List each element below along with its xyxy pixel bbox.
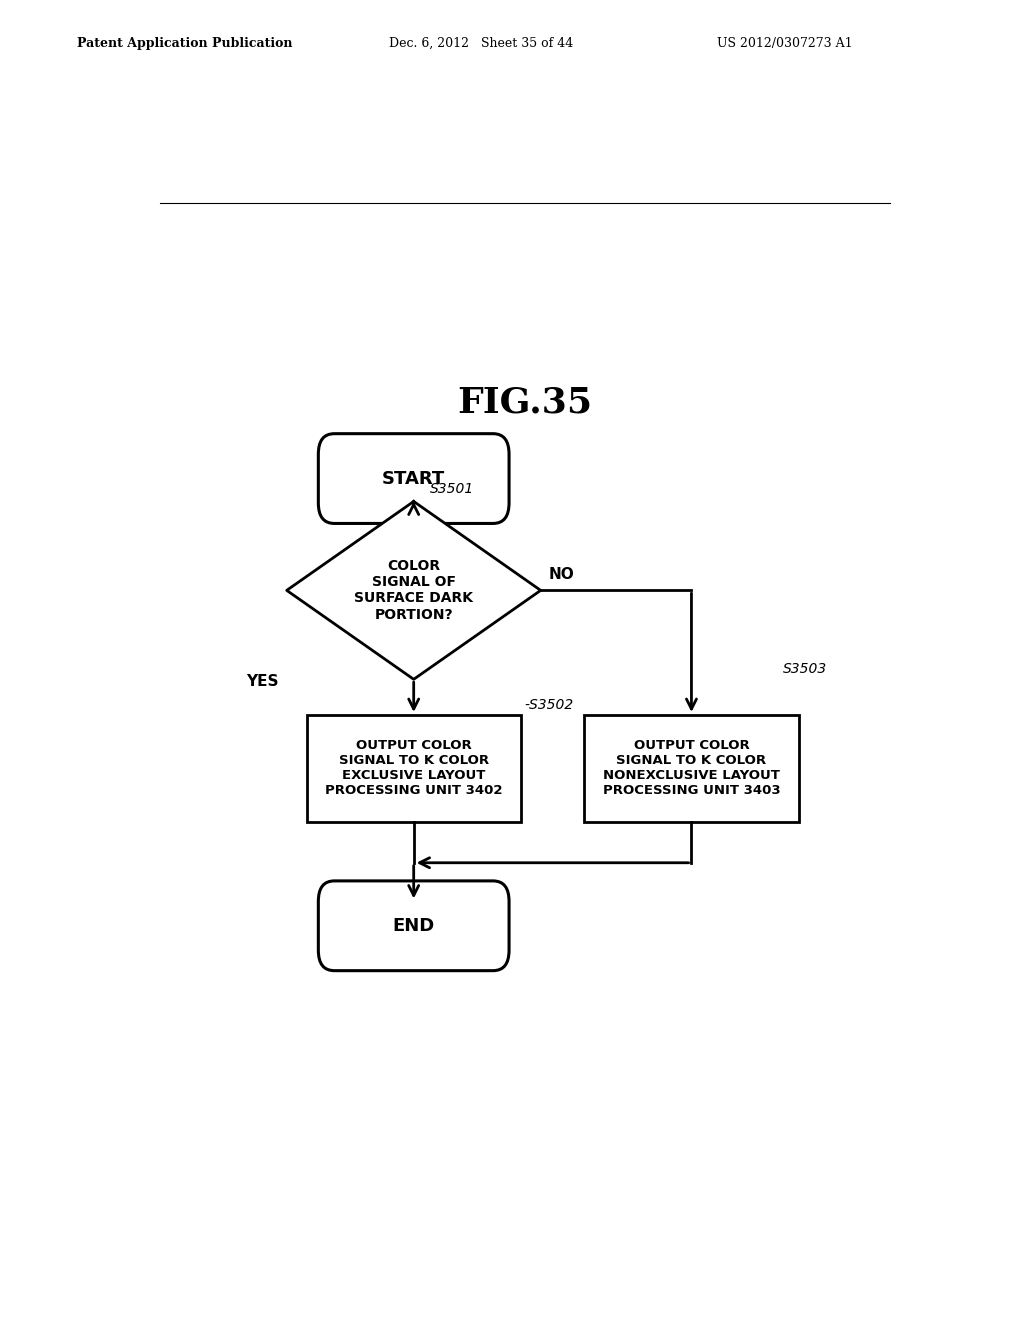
Text: -S3502: -S3502 (524, 698, 574, 711)
Text: Patent Application Publication: Patent Application Publication (77, 37, 292, 50)
Text: YES: YES (247, 675, 279, 689)
Polygon shape (287, 502, 541, 680)
FancyBboxPatch shape (318, 880, 509, 970)
Bar (585, 715, 799, 821)
FancyBboxPatch shape (318, 434, 509, 524)
Text: START: START (382, 470, 445, 487)
Text: OUTPUT COLOR
SIGNAL TO K COLOR
NONEXCLUSIVE LAYOUT
PROCESSING UNIT 3403: OUTPUT COLOR SIGNAL TO K COLOR NONEXCLUS… (603, 739, 780, 797)
Text: OUTPUT COLOR
SIGNAL TO K COLOR
EXCLUSIVE LAYOUT
PROCESSING UNIT 3402: OUTPUT COLOR SIGNAL TO K COLOR EXCLUSIVE… (325, 739, 503, 797)
Text: US 2012/0307273 A1: US 2012/0307273 A1 (717, 37, 852, 50)
Bar (306, 715, 521, 821)
Text: S3503: S3503 (782, 663, 827, 676)
Text: S3501: S3501 (430, 482, 474, 496)
Text: END: END (392, 917, 435, 935)
Text: Dec. 6, 2012   Sheet 35 of 44: Dec. 6, 2012 Sheet 35 of 44 (389, 37, 573, 50)
Text: FIG.35: FIG.35 (458, 385, 592, 420)
Text: COLOR
SIGNAL OF
SURFACE DARK
PORTION?: COLOR SIGNAL OF SURFACE DARK PORTION? (354, 560, 473, 622)
Text: NO: NO (549, 568, 574, 582)
